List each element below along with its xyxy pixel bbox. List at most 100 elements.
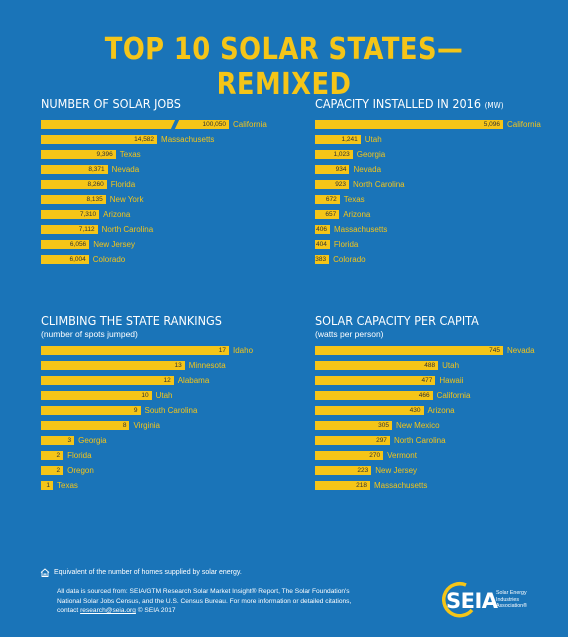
- bar-row: 14,582 Massachusetts: [41, 133, 291, 148]
- category-label: California: [436, 391, 471, 400]
- category-label: Utah: [155, 391, 173, 400]
- bar-row: 7,112 North Carolina: [41, 223, 291, 238]
- category-label: Texas: [119, 150, 141, 159]
- panel-subtitle: (number of spots jumped): [41, 329, 138, 339]
- bar-row: 657 Arizona: [315, 208, 565, 223]
- bar: 8,371: [41, 165, 108, 174]
- category-label: New Mexico: [395, 421, 440, 430]
- bar: 8,135: [41, 195, 106, 204]
- bar: 1,241: [315, 135, 361, 144]
- bar: 9: [41, 406, 141, 415]
- bar-row: 745 Nevada: [315, 344, 565, 359]
- bar-value-label: 477: [421, 377, 433, 384]
- bar-value-label: 745: [489, 347, 500, 354]
- bar: 17: [41, 346, 229, 355]
- panel-title: CLIMBING THE STATE RANKINGS: [41, 313, 222, 328]
- bar-row: 223 New Jersey: [315, 464, 565, 479]
- bar-row: 1 Texas: [41, 479, 291, 494]
- bar: 657: [315, 210, 340, 219]
- bar-row: 305 New Mexico: [315, 419, 565, 434]
- bar-row: 2 Oregon: [41, 464, 291, 479]
- bar-value-label: 406: [316, 226, 327, 233]
- bar-row: 8 Virginia: [41, 419, 291, 434]
- bar-row: 9,396 Texas: [41, 148, 291, 163]
- bar-row: 406 Massachusetts: [315, 223, 565, 238]
- category-label: Vermont: [387, 451, 417, 460]
- category-label: Georgia: [356, 150, 386, 159]
- category-label: North Carolina: [101, 225, 154, 234]
- bar: 745: [315, 346, 503, 355]
- bar: 3: [41, 436, 75, 445]
- category-label: Texas: [57, 481, 78, 490]
- bar-value-label: 383: [315, 256, 327, 263]
- category-label: Nevada: [111, 165, 140, 174]
- source-note: All data is sourced from: SEIA/GTM Resea…: [57, 587, 387, 616]
- category-label: Florida: [333, 240, 359, 249]
- bar: 297: [315, 436, 390, 445]
- bar: 488: [315, 361, 439, 370]
- bar-rows: 17 Idaho 13 Minnesota 12 Alabama 10 Utah 9 South …: [41, 344, 291, 494]
- legend-text: Equivalent of the number of homes suppli…: [54, 569, 242, 576]
- bar: 2: [41, 451, 64, 460]
- category-label: Colorado: [333, 255, 366, 264]
- category-label: Massachusetts: [161, 135, 215, 144]
- category-label: New York: [109, 195, 144, 204]
- bar-row: 923 North Carolina: [315, 178, 565, 193]
- bar: 1: [41, 481, 53, 490]
- page-title: TOP 10 SOLAR STATES—REMIXED: [104, 32, 464, 102]
- category-label: Oregon: [67, 466, 94, 475]
- bar-row: 12 Alabama: [41, 374, 291, 389]
- bar-value-label: 8,135: [86, 196, 103, 203]
- category-label: Massachusetts: [333, 225, 388, 234]
- panel-title-text: CAPACITY INSTALLED IN 2016: [315, 96, 482, 111]
- bar-row: 2 Florida: [41, 449, 291, 464]
- bar: 270: [315, 451, 384, 460]
- bar-value-label: 14,582: [134, 136, 155, 143]
- bar: 5,096: [315, 120, 503, 129]
- source-contact-prefix: contact: [57, 607, 81, 614]
- bar-rows: 5,096 California 1,241 Utah 1,023 Georgia 934 N…: [315, 118, 565, 268]
- bar-value-label: 6,056: [69, 241, 87, 248]
- bar-value-label: 6,004: [69, 256, 86, 263]
- seia-logo: SEIA Solar Energy Industries Association…: [436, 580, 536, 620]
- bar-value-label: 657: [325, 211, 337, 218]
- bar-value-label: 672: [325, 196, 337, 203]
- bar: 8: [41, 421, 130, 430]
- bar-row: 430 Arizona: [315, 404, 565, 419]
- category-label: Utah: [442, 361, 460, 370]
- logo-tag-3: Association®: [496, 603, 527, 609]
- bar-row: 17 Idaho: [41, 344, 291, 359]
- bar-value-label: 8,260: [87, 181, 104, 188]
- category-label: New Jersey: [375, 466, 418, 475]
- logo-tagline: Solar Energy Industries Association®: [496, 590, 527, 610]
- bar-row: 1,241 Utah: [315, 133, 565, 148]
- bar-value-label: 8,371: [88, 166, 105, 173]
- bar-row: 6,004 Colorado: [41, 253, 291, 268]
- category-label: Texas: [343, 195, 365, 204]
- bar-row: 383 Colorado: [315, 253, 565, 268]
- bar-value-label: 3: [67, 437, 72, 444]
- bar: 406: [315, 225, 330, 234]
- bar-value-label: 488: [424, 362, 436, 369]
- contact-email-link[interactable]: research@seia.org: [80, 607, 136, 614]
- category-label: California: [507, 120, 541, 129]
- bar-value-label: 934: [335, 166, 347, 173]
- category-label: Hawaii: [439, 376, 464, 385]
- bar-row: 404 Florida: [315, 238, 565, 253]
- bar: 13: [41, 361, 185, 370]
- bar-value-label: 2: [56, 452, 61, 459]
- bar-value-label: 9,396: [96, 151, 113, 158]
- bar-value-label: 404: [316, 241, 327, 248]
- category-label: North Carolina: [393, 436, 446, 445]
- bar-row: 934 Nevada: [315, 163, 565, 178]
- bar-row: 8,135 New York: [41, 193, 291, 208]
- bar: 6,004: [41, 255, 89, 264]
- bar: 466: [315, 391, 433, 400]
- panel-capacity-per-capita: SOLAR CAPACITY PER CAPITA (watts per per…: [315, 313, 565, 494]
- bar-value-label: 923: [335, 181, 347, 188]
- bar: 9,396: [41, 150, 116, 159]
- bar-value-label: 297: [376, 437, 387, 444]
- bar-row: 3 Georgia: [41, 434, 291, 449]
- category-label: California: [233, 120, 267, 129]
- panel-title: SOLAR CAPACITY PER CAPITA: [315, 313, 479, 328]
